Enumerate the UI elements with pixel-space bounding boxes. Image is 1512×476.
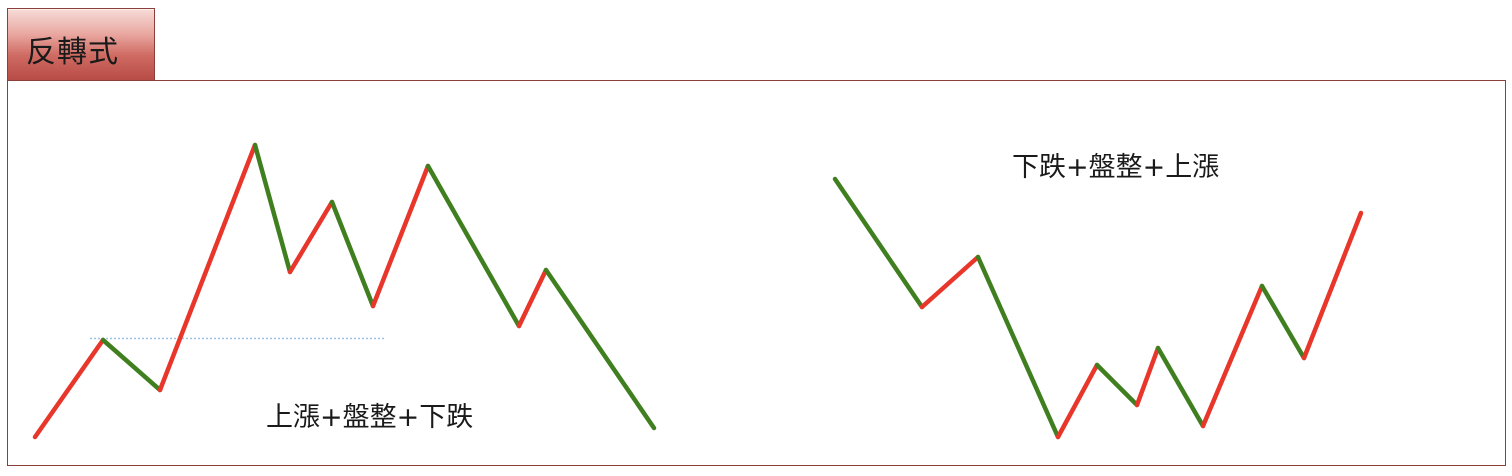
bottom-reversal-pattern: [832, 176, 1364, 440]
diagram-frame: [7, 81, 1506, 466]
falling-segment: [329, 199, 376, 309]
rising-segment: [287, 199, 335, 275]
title-tab: 反轉式: [7, 8, 155, 81]
rising-segment: [516, 267, 549, 329]
rising-segment: [1200, 283, 1265, 429]
falling-segment: [425, 163, 522, 329]
top-reversal-caption: 上漲+盤整+下跌: [266, 402, 473, 433]
frame-top-rule: [155, 80, 1506, 81]
rising-segment: [157, 142, 258, 393]
rising-segment: [1301, 210, 1364, 361]
falling-segment: [1155, 345, 1206, 429]
rising-segment: [1134, 345, 1161, 408]
falling-segment: [832, 176, 925, 310]
top-reversal-pattern: [32, 142, 657, 440]
falling-segment: [252, 142, 293, 275]
falling-segment: [1094, 362, 1140, 408]
rising-segment: [1055, 362, 1100, 440]
rising-segment: [919, 254, 981, 310]
rising-segment: [32, 337, 106, 440]
falling-segment: [1259, 283, 1307, 361]
falling-segment: [975, 254, 1061, 440]
falling-segment: [100, 337, 163, 393]
bottom-reversal-caption: 下跌+盤整+上漲: [1012, 152, 1219, 183]
falling-segment: [543, 267, 657, 431]
rising-segment: [370, 163, 431, 309]
page-title: 反轉式: [26, 35, 119, 70]
